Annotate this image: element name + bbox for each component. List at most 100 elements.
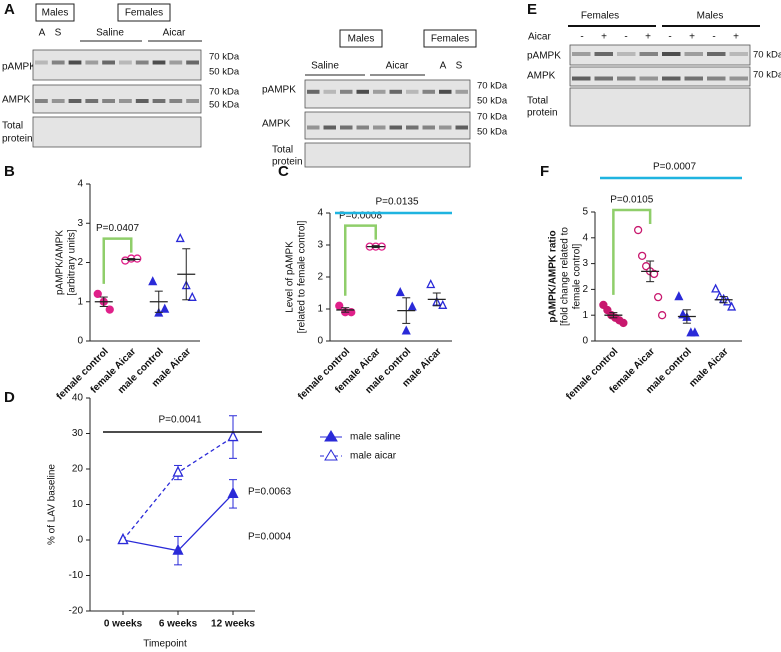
blot-strip: [569, 87, 751, 127]
box-label: Males: [42, 8, 69, 19]
y-tick-label: 4: [582, 232, 588, 243]
data-point: [172, 465, 184, 477]
x-tick-label: 0 weeks: [104, 619, 143, 630]
series-line: [122, 436, 234, 541]
lane-label: S: [456, 61, 463, 72]
panel-letter: F: [540, 163, 549, 180]
panel-letter: D: [4, 389, 15, 406]
sign-label: -: [580, 32, 583, 43]
error-bar: [99, 296, 108, 307]
y-tick-label: 3: [77, 218, 83, 229]
blot-band: [729, 52, 748, 56]
blot-band: [85, 99, 99, 103]
y-axis-label: female control]: [572, 243, 583, 309]
error-bar: [432, 292, 441, 307]
data-point: [653, 292, 663, 302]
blot-band: [119, 99, 132, 103]
y-tick-label: 0: [582, 336, 588, 347]
lane-label: Aicar: [386, 61, 409, 72]
data-point: [175, 232, 185, 243]
row-label: AMPK: [2, 95, 31, 106]
blot-band: [135, 60, 149, 65]
blot-band: [323, 125, 336, 130]
significance-bracket: [612, 208, 652, 295]
y-tick-label: -20: [69, 606, 84, 617]
blot-band: [439, 89, 452, 94]
lane-label: Aicar: [163, 28, 186, 39]
panel-letter: C: [278, 163, 289, 180]
lane-label: Saline: [311, 61, 339, 72]
error-bar: [402, 297, 411, 324]
data-point: [105, 305, 114, 314]
blot-band: [119, 60, 132, 65]
error-bar: [371, 245, 380, 249]
p-value: P=0.0105: [610, 195, 654, 206]
p-value: P=0.0041: [158, 415, 202, 426]
blot-band: [422, 125, 435, 130]
blot-band: [684, 76, 703, 81]
p-value: P=0.0063: [248, 487, 292, 498]
blot-band: [707, 76, 726, 81]
marker-label: 70 kDa: [477, 112, 508, 123]
data-point: [160, 303, 170, 313]
blot-band: [389, 89, 402, 94]
box-label: Females: [431, 34, 469, 45]
blot-band: [152, 99, 166, 103]
data-point: [674, 291, 684, 301]
label-box: [35, 3, 75, 22]
data-point: [117, 533, 129, 545]
blot-band: [455, 125, 468, 130]
data-point: [426, 279, 436, 289]
blot-strip: [304, 79, 471, 109]
legend-marker: [324, 430, 338, 442]
blot-band: [35, 99, 48, 103]
y-tick-label: 0: [77, 336, 83, 347]
data-point: [438, 299, 448, 309]
marker-label: 70 kDa: [753, 70, 781, 81]
blot-band: [356, 89, 369, 94]
y-tick-label: 1: [582, 310, 588, 321]
blot-band: [356, 125, 369, 130]
marker-label: 50 kDa: [477, 96, 508, 107]
significance-bracket: [344, 224, 377, 296]
y-tick-label: 2: [582, 284, 588, 295]
blot-band: [572, 52, 591, 56]
label-box: [423, 29, 477, 48]
y-axis-label: pAMPK/AMPK ratio: [548, 230, 559, 322]
panel-letter: E: [527, 1, 537, 18]
blot-band: [729, 76, 748, 81]
data-point: [401, 325, 411, 335]
p-value: P=0.0135: [375, 197, 419, 208]
blot-band: [169, 60, 183, 65]
y-tick-label: 0: [317, 336, 323, 347]
blot-band: [639, 76, 658, 81]
data-point: [657, 311, 667, 320]
panel-letter: B: [4, 163, 15, 180]
blot-band: [373, 125, 386, 130]
row-label: Total: [2, 121, 23, 132]
data-point: [407, 301, 417, 311]
marker-label: 50 kDa: [209, 67, 240, 78]
sign-label: +: [733, 32, 739, 43]
blot-band: [617, 76, 636, 81]
y-axis-label: [fold change related to: [560, 227, 571, 326]
y-tick-label: 40: [72, 393, 84, 404]
blot-band: [51, 60, 65, 65]
y-tick-label: 10: [72, 499, 84, 510]
group-label: Females: [581, 11, 619, 22]
blot-band: [594, 76, 613, 81]
lane-label: A: [39, 28, 46, 39]
y-tick-label: 2: [77, 257, 83, 268]
lane-label: S: [55, 28, 62, 39]
legend-marker: [324, 449, 338, 461]
panel-letter: A: [4, 1, 15, 18]
data-point: [335, 301, 344, 310]
blot-band: [323, 89, 336, 94]
error-bar: [646, 260, 655, 283]
y-axis-label: Level of pAMPK: [285, 241, 296, 313]
y-tick-label: 5: [582, 207, 588, 218]
blot-band: [707, 52, 726, 56]
data-point: [619, 318, 628, 328]
blot-band: [455, 89, 468, 94]
p-value: P=0.0004: [248, 532, 292, 543]
